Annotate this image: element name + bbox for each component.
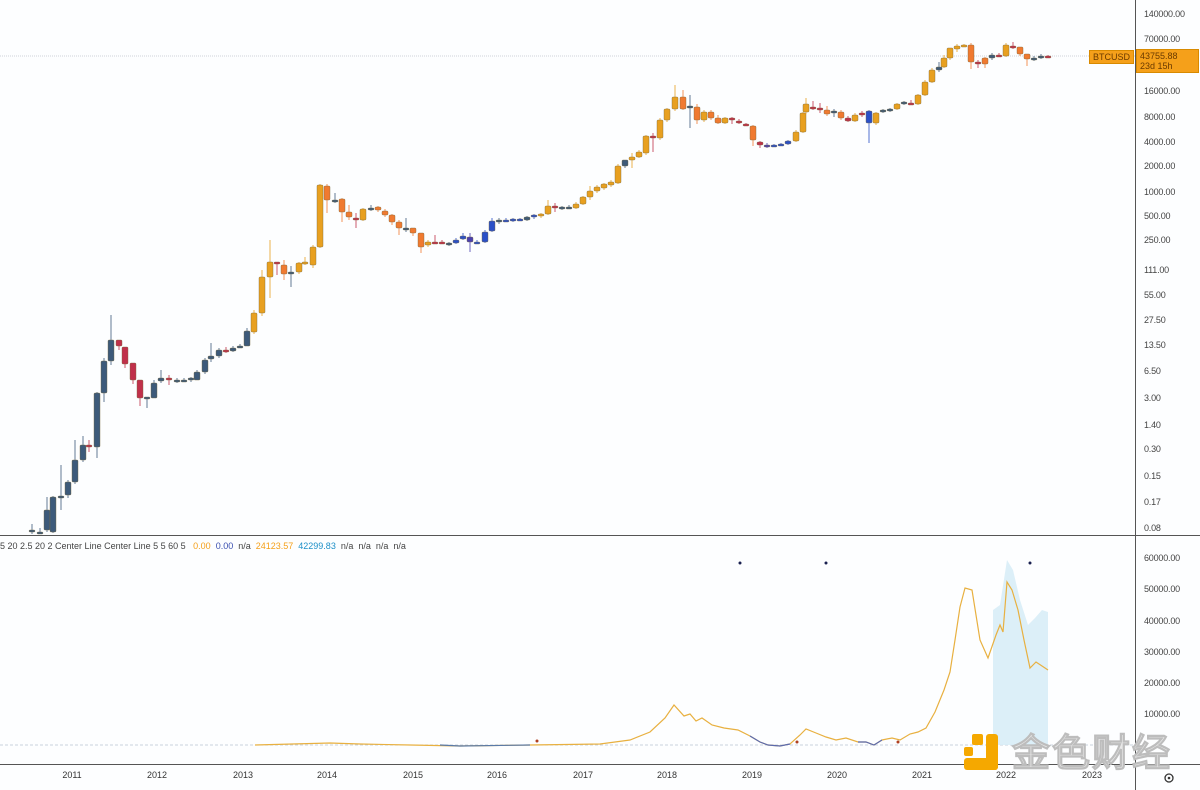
indicator-axis-tick: 10000.00 bbox=[1144, 709, 1180, 719]
price-axis-tick: 8000.00 bbox=[1144, 112, 1176, 122]
price-axis-tick: 4000.00 bbox=[1144, 137, 1176, 147]
price-axis-tick: 250.00 bbox=[1144, 235, 1171, 245]
price-axis-tick: 500.00 bbox=[1144, 211, 1171, 221]
time-axis-tick: 2017 bbox=[572, 770, 594, 780]
time-axis-tick: 2011 bbox=[62, 770, 82, 780]
indicator-legend-value: 42299.83 bbox=[298, 541, 336, 551]
price-axis-tick: 140000.00 bbox=[1144, 9, 1185, 19]
price-chart-pane[interactable] bbox=[0, 0, 1135, 535]
indicator-axis[interactable]: 60000.00 50000.00 40000.00 30000.00 20000.00… bbox=[1135, 536, 1200, 764]
time-axis-tick: 2019 bbox=[741, 770, 763, 780]
indicator-legend-value: 0.00 bbox=[215, 541, 234, 551]
price-axis-tick: 111.00 bbox=[1144, 265, 1169, 275]
chart-settings-button[interactable] bbox=[1135, 765, 1200, 790]
time-axis-tick: 2021 bbox=[911, 770, 933, 780]
indicator-legend-value: 0.00 bbox=[193, 541, 211, 551]
price-axis-tick: 16000.00 bbox=[1144, 86, 1180, 96]
price-axis-tick: 27.50 bbox=[1144, 315, 1166, 325]
time-axis-tick: 2018 bbox=[656, 770, 678, 780]
time-axis-tick: 2023 bbox=[1081, 770, 1103, 780]
indicator-legend-value: n/a bbox=[375, 541, 389, 551]
bar-countdown: 23d 15h bbox=[1140, 61, 1173, 71]
indicator-axis-tick: 20000.00 bbox=[1144, 678, 1180, 688]
indicator-legend[interactable]: 5 20 2.5 20 2 Center Line Center Line 5 … bbox=[0, 541, 411, 551]
time-axis-tick: 2016 bbox=[486, 770, 508, 780]
indicator-pane[interactable] bbox=[0, 536, 1135, 764]
last-price-value: 43755.88 bbox=[1140, 51, 1178, 61]
time-axis[interactable]: 2011 2012 2013 2014 2015 2016 2017 2018 2019 2020… bbox=[0, 765, 1135, 790]
indicator-axis-tick: 30000.00 bbox=[1144, 647, 1180, 657]
time-axis-tick: 2022 bbox=[995, 770, 1017, 780]
indicator-legend-value: n/a bbox=[393, 541, 406, 551]
indicator-axis-tick: 40000.00 bbox=[1144, 616, 1180, 626]
price-axis-tick: 2000.00 bbox=[1144, 161, 1176, 171]
time-axis-divider bbox=[0, 764, 1200, 765]
pane-divider[interactable] bbox=[0, 535, 1200, 536]
symbol-ticker-label: BTCUSD bbox=[1089, 50, 1135, 64]
indicator-legend-value: n/a bbox=[358, 541, 371, 551]
indicator-legend-value: n/a bbox=[238, 541, 251, 551]
price-axis-tick: 1.40 bbox=[1144, 420, 1161, 430]
price-axis[interactable]: 140000.00 70000.00 16000.00 8000.00 4000.00 2… bbox=[1135, 0, 1200, 535]
price-axis-tick: 55.00 bbox=[1144, 290, 1166, 300]
indicator-legend-value: n/a bbox=[340, 541, 354, 551]
last-price-label: 43755.88 23d 15h bbox=[1136, 49, 1199, 73]
time-axis-tick: 2014 bbox=[316, 770, 338, 780]
indicator-legend-value: 24123.57 bbox=[255, 541, 294, 551]
price-axis-tick: 6.50 bbox=[1144, 366, 1161, 376]
indicator-series bbox=[0, 560, 1135, 747]
indicator-axis-tick: 60000.00 bbox=[1144, 553, 1180, 563]
price-axis-tick: 0.17 bbox=[1144, 497, 1161, 507]
price-axis-tick: 0.30 bbox=[1144, 444, 1161, 454]
time-axis-tick: 2020 bbox=[826, 770, 848, 780]
gear-icon bbox=[1163, 772, 1175, 784]
candlestick-series bbox=[0, 42, 1135, 535]
price-axis-tick: 13.50 bbox=[1144, 340, 1166, 350]
price-axis-tick: 3.00 bbox=[1144, 393, 1161, 403]
indicator-params: 5 20 2.5 20 2 Center Line Center Line 5 … bbox=[0, 541, 186, 551]
price-axis-tick: 0.08 bbox=[1144, 523, 1161, 533]
time-axis-tick: 2013 bbox=[232, 770, 254, 780]
price-axis-tick: 1000.00 bbox=[1144, 187, 1176, 197]
price-axis-tick: 70000.00 bbox=[1144, 34, 1180, 44]
price-axis-tick: 0.15 bbox=[1144, 471, 1161, 481]
time-axis-tick: 2015 bbox=[402, 770, 424, 780]
time-axis-tick: 2012 bbox=[146, 770, 168, 780]
indicator-axis-tick: 50000.00 bbox=[1144, 584, 1180, 594]
